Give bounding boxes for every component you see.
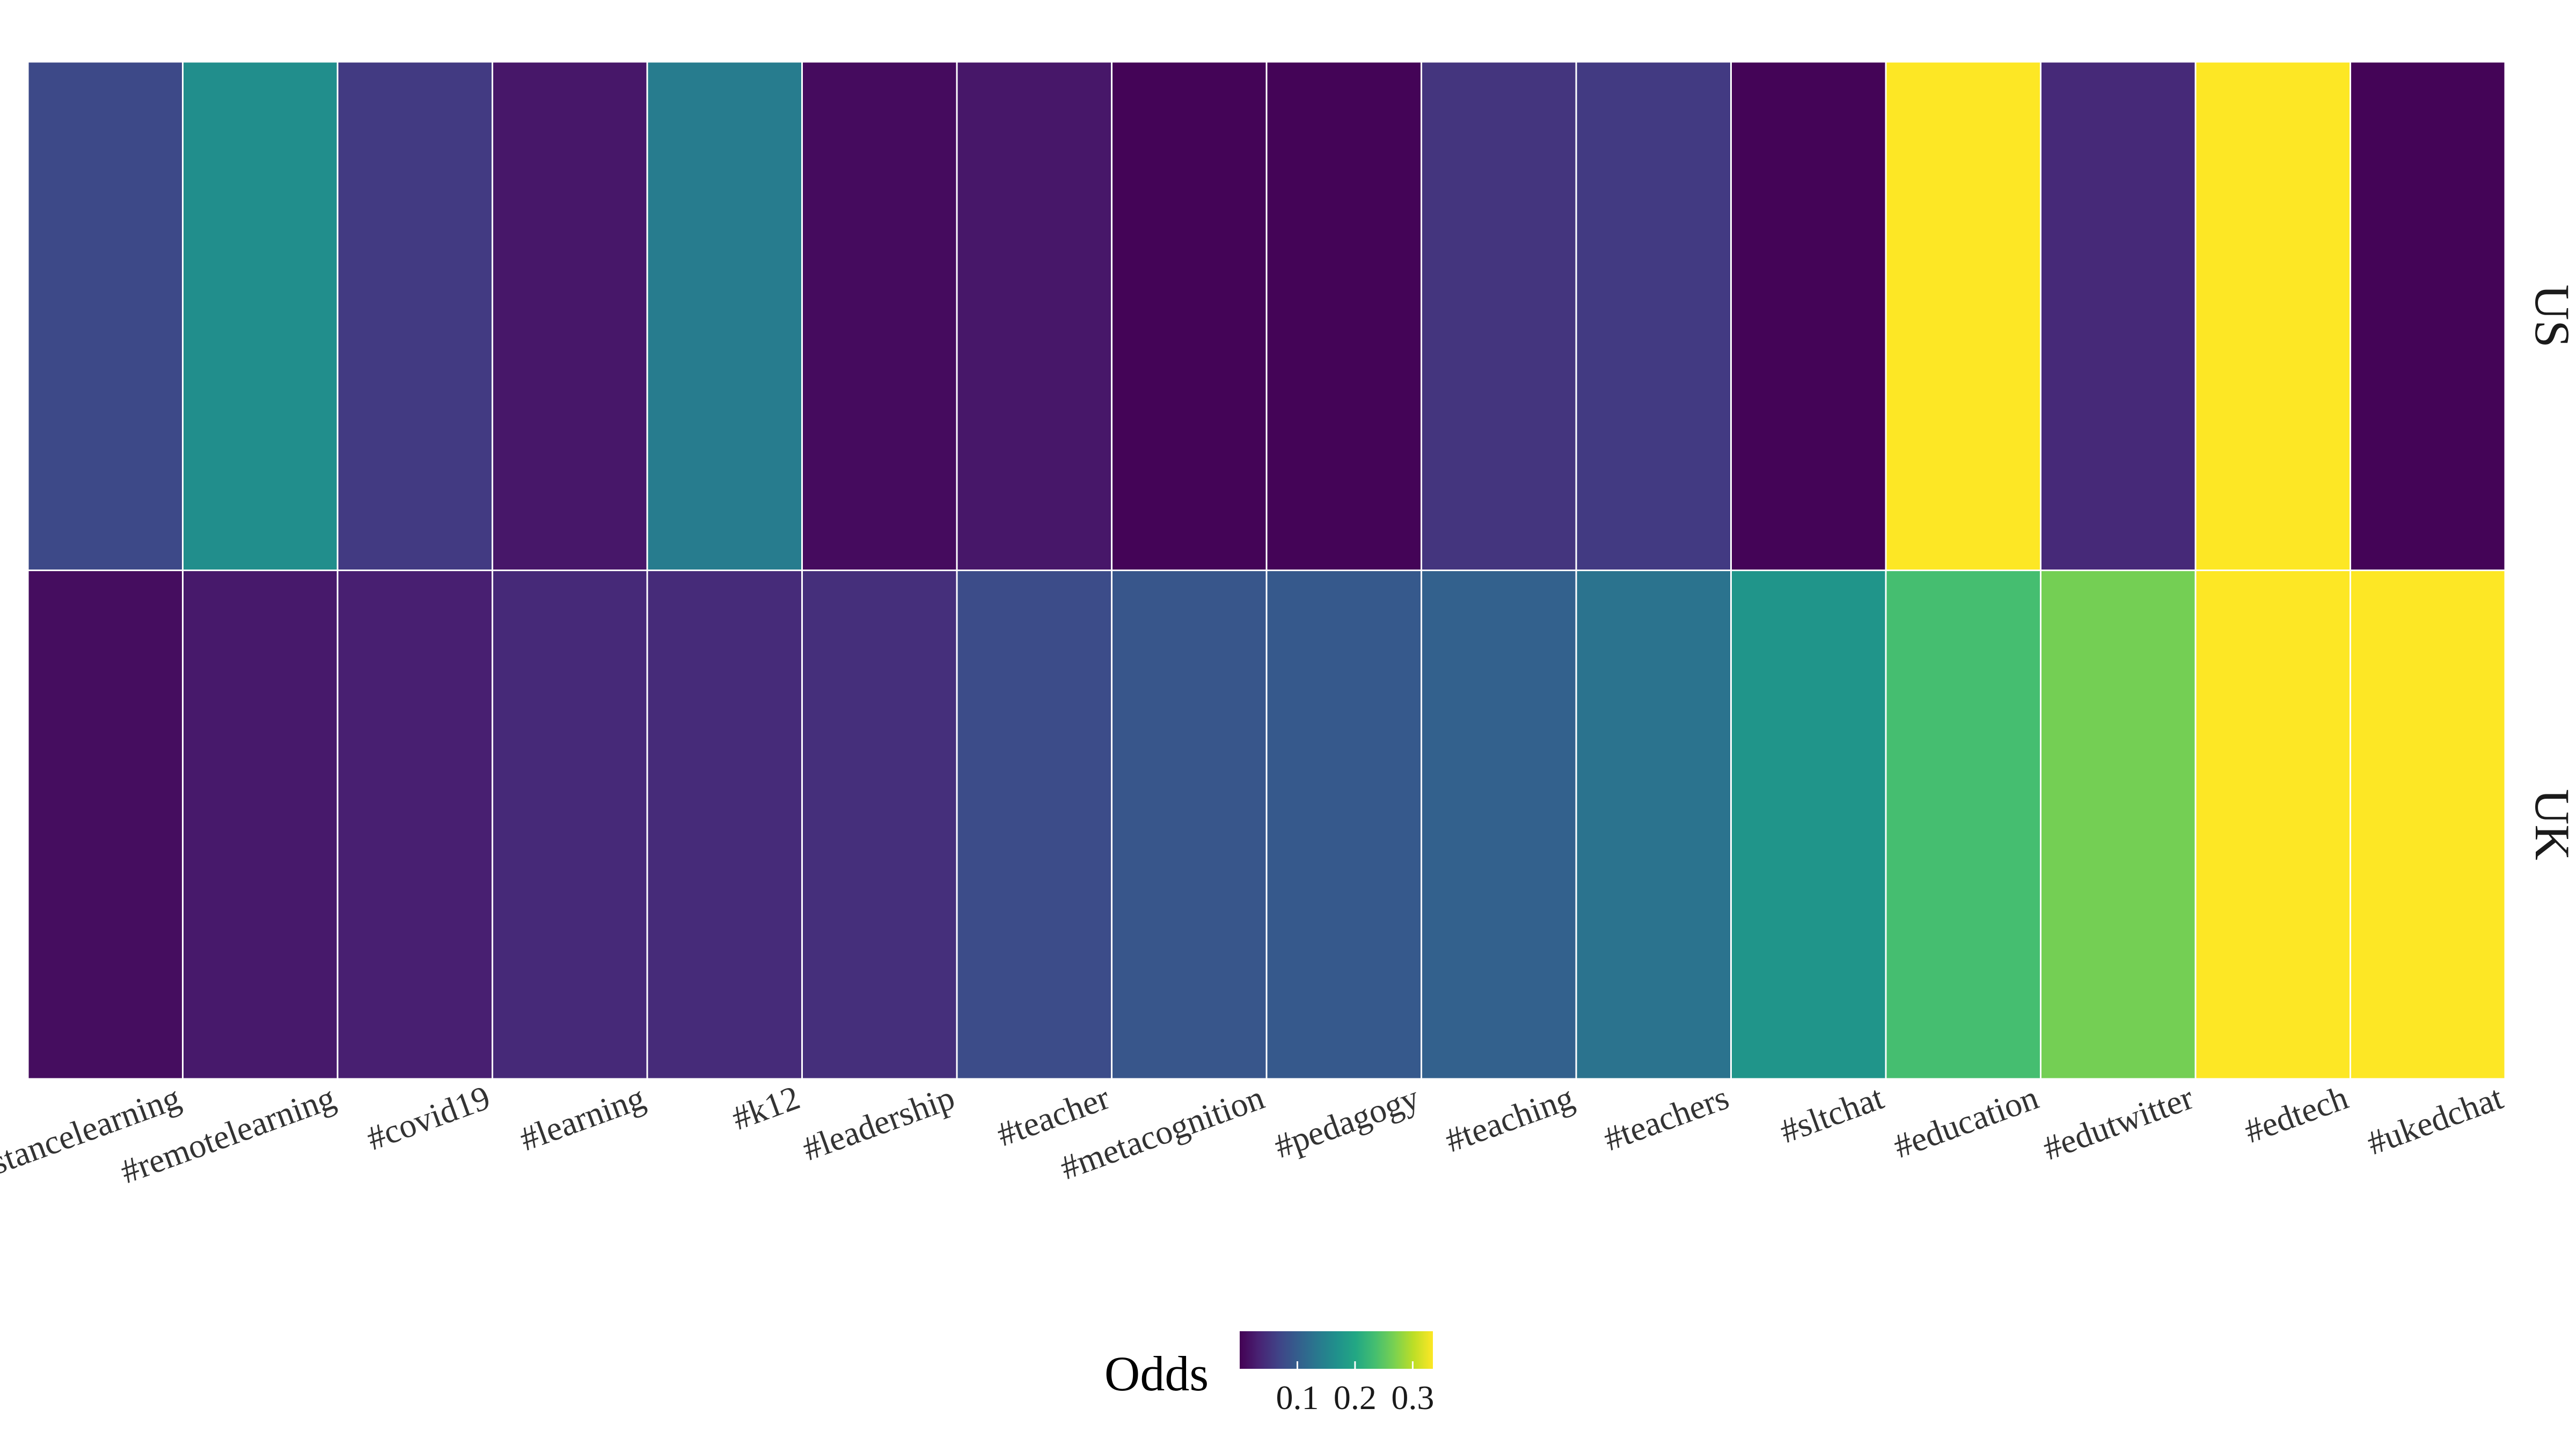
- heatmap-cell-us-remotelearning: [182, 61, 339, 571]
- x-tick-label-edtech: #edtech: [2240, 1078, 2353, 1150]
- x-tick-label-covid19: #covid19: [362, 1078, 495, 1157]
- heatmap-cell-us-learning: [492, 61, 648, 571]
- x-tick-label-teachers: #teachers: [1599, 1078, 1733, 1158]
- heatmap-cell-us-metacognition: [1111, 61, 1268, 571]
- colorbar-title: Odds: [1104, 1346, 1209, 1401]
- heatmap-cell-uk-pedagogy: [1265, 570, 1422, 1080]
- heatmap-cell-uk-sltchat: [1730, 570, 1887, 1080]
- x-tick-label-pedagogy: #pedagogy: [1269, 1078, 1424, 1165]
- heatmap-cell-us-leadership: [801, 61, 958, 571]
- x-tick-label-sltchat: #sltchat: [1775, 1078, 1889, 1150]
- colorbar-legend: Odds 0.1 0.2 0.3: [1104, 1331, 1434, 1417]
- heatmap-cell-us-teacher: [956, 61, 1113, 571]
- heatmap-cell-uk-metacognition: [1111, 570, 1268, 1080]
- heatmap-cell-uk-teachers: [1575, 570, 1732, 1080]
- facet-label-us: US: [2525, 284, 2576, 348]
- heatmap-cell-uk-k12: [646, 570, 803, 1080]
- heatmap-cell-us-k12: [646, 61, 803, 571]
- heatmap-cell-uk-covid19: [336, 570, 493, 1080]
- x-tick-label-leadership: #leadership: [797, 1078, 959, 1168]
- heatmap-cell-uk-remotelearning: [182, 570, 339, 1080]
- heatmap-cell-us-ukedchat: [2350, 61, 2506, 571]
- heatmap-cell-uk-learning: [492, 570, 648, 1080]
- x-tick-label-learning: #learning: [515, 1078, 649, 1158]
- facet-label-uk: UK: [2525, 789, 2576, 860]
- colorbar-tick-label: 0.3: [1391, 1378, 1434, 1417]
- heatmap-cell-us-distancelearning: [27, 61, 184, 571]
- heatmap-cell-us-edutwitter: [2040, 61, 2197, 571]
- x-tick-label-education: #education: [1889, 1078, 2043, 1165]
- heatmap-cell-us-teaching: [1421, 61, 1577, 571]
- x-tick-label-teaching: #teaching: [1440, 1078, 1579, 1159]
- x-tick-label-ukedchat: #ukedchat: [2362, 1078, 2508, 1162]
- colorbar-tick-label: 0.2: [1334, 1378, 1377, 1417]
- heatmap-cell-us-sltchat: [1730, 61, 1887, 571]
- colorbar-gradient: [1240, 1331, 1433, 1369]
- heatmap-cell-us-education: [1885, 61, 2041, 571]
- heatmap-cell-uk-teacher: [956, 570, 1113, 1080]
- heatmap-cell-uk-distancelearning: [27, 570, 184, 1080]
- heatmap-cell-us-covid19: [336, 61, 493, 571]
- heatmap-cell-us-edtech: [2194, 61, 2351, 571]
- heatmap-cell-uk-leadership: [801, 570, 958, 1080]
- x-tick-label-edutwitter: #edutwitter: [2038, 1078, 2198, 1167]
- heatmap-cell-uk-edtech: [2194, 570, 2351, 1080]
- heatmap-cell-us-teachers: [1575, 61, 1732, 571]
- colorbar-tick-label: 0.1: [1276, 1378, 1319, 1417]
- facet-labels: US UK: [2525, 284, 2576, 860]
- heatmap-cell-uk-education: [1885, 570, 2041, 1080]
- heatmap-cell-uk-teaching: [1421, 570, 1577, 1080]
- heatmap-cell-us-pedagogy: [1265, 61, 1422, 571]
- x-tick-label-k12: #k12: [727, 1078, 805, 1137]
- heatmap-cell-uk-edutwitter: [2040, 570, 2197, 1080]
- x-tick-labels: #distancelearning#remotelearning #covid19…: [0, 1078, 2508, 1196]
- heatmap-cell-uk-ukedchat: [2350, 570, 2506, 1080]
- cells-layer: [27, 61, 2506, 1080]
